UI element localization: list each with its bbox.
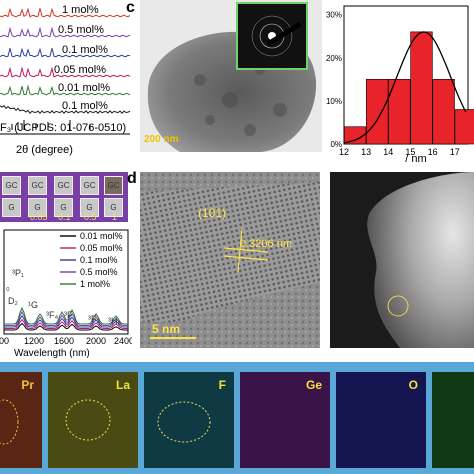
histogram-x-tick: 12 [339,147,349,157]
spectrum-peak-label: ³F [64,310,73,320]
histogram-y-tick: 0% [330,140,342,149]
spectrum-legend-label: 1 mol% [80,279,110,289]
histogram-y-tick: 10% [326,97,342,106]
spectrum-x-tick: 1600 [54,336,74,346]
xrd-label-2: 0.5 mol% [58,24,104,36]
photo-g-3: G [54,198,73,217]
tem-scale-label: 200 nm [144,134,179,145]
spectrum-x-tick: 2400 [114,336,132,346]
photo-gc-4: GC [80,176,99,195]
spectrum-peak-label: ¹G [28,300,38,310]
spectrum-line-3 [4,314,128,328]
hrtem-scale-label: 5 nm [152,322,181,336]
spectrum-x-tick: 2000 [86,336,106,346]
spectrum-peak-label: ³P₁ [12,268,24,278]
spectrum-legend-label: 0.1 mol% [80,255,118,265]
lattice-spacing-label: 0.3206 nm [240,238,292,250]
xrd-pattern-5 [0,84,131,96]
panel-c-letter: c [126,0,135,16]
photo-g-2: G [28,198,47,217]
gaussian-fit-curve [343,31,467,144]
absorption-spectrum: 0.01 mol% 0.05 mol% 0.1 mol% 0.5 mol% 1 mol%… [0,226,134,362]
photo-label-3: 0.5 [84,212,97,222]
eds-label-ge: Ge [305,378,322,392]
spectrum-x-tick: 1200 [24,336,44,346]
histogram-svg: 12 13 14 15 16 17 0% 10% 20% 30% / nm [326,5,474,165]
histogram-bar [410,31,433,145]
spectrum-x-label: Wavelength (nm) [14,348,90,359]
histogram-bar [432,79,455,145]
spectrum-legend-label: 0.01 mol% [80,231,123,241]
spectrum-frame [3,229,129,335]
lattice-plane-label: (101) [198,206,227,220]
eds-label-pr: Pr [21,378,34,392]
spectrum-peak-label: ₀ [6,282,10,292]
saed-inset [236,2,308,70]
histogram-x-tick: 13 [361,147,371,157]
xrd-label-6: 0.1 mol% [62,100,108,112]
xrd-label-4: 0.05 mol% [54,64,106,76]
photo-g-1: G [2,198,21,217]
photo-label-2: 0.1 [58,212,71,222]
spectrum-x-tick: 00 [0,336,9,346]
eds-map-o: O [336,372,426,468]
histogram-x-tick: 14 [383,147,393,157]
xrd-label-3: 0.1 mol% [62,44,108,56]
spectrum-peak-label: ³F₂ [88,314,100,324]
eds-label-la: La [115,378,130,392]
histogram-y-tick: 20% [326,54,342,63]
photo-g-4: G [80,198,99,217]
xrd-patterns [0,7,131,135]
xrd-label-5: 0.01 mol% [58,82,110,94]
spectrum-svg: 0.01 mol% 0.05 mol% 0.1 mol% 0.5 mol% 1 mol%… [0,229,134,346]
spectrum-peak-label: D₂ [8,296,18,306]
eds-map-f: F [144,372,234,468]
xrd-pattern-3 [0,47,131,58]
haadf-image [330,172,474,348]
histogram-bar [343,126,367,145]
photo-gc-3: GC [54,176,73,195]
xrd-pattern-1 [0,7,131,18]
spectrum-line-2 [4,318,128,329]
histogram-x-tick: 15 [405,147,415,157]
photo-gc-5: GC [104,176,123,195]
eds-map-extra [432,372,474,468]
photo-gc-1: GC [2,176,21,195]
xrd-jcpds-label: F₃ (JCPDS: 01-076-0510) [0,122,127,134]
spectrum-line-4 [4,310,128,327]
eds-map-pr: Pr [0,372,42,468]
photo-label-4: 1 [112,212,118,222]
spectrum-legend-label: 0.5 mol% [80,267,118,277]
histogram-bar [388,79,411,145]
xrd-pattern-6 [0,105,131,114]
eds-map-la: La [48,372,138,468]
histogram-x-label: / nm [405,153,426,164]
panel-d-letter: d [127,170,137,187]
spectrum-line-1 [4,322,128,331]
spectrum-peak-label: ³H₆ [108,316,121,326]
xrd-pattern-4 [0,66,131,78]
histogram-y-tick: 30% [326,11,342,20]
eds-map-ge: Ge [240,372,330,468]
photo-gc-2: GC [28,176,47,195]
photo-label-1: 0.05 [30,212,48,222]
sample-photos: GC GC GC GC GC G G G G G 0.05 0.1 0.5 1 [0,172,128,222]
hrtem-image: (101) 0.3206 nm 5 nm [140,172,320,348]
eds-label-f: F [218,378,226,392]
size-histogram: 12 13 14 15 16 17 0% 10% 20% 30% / nm [322,0,474,165]
tem-particle-image: 200 nm [140,0,322,152]
spectrum-line-5 [4,306,128,325]
photo-g-5: G [104,198,123,217]
xrd-pattern-2 [0,26,131,38]
histogram-x-tick: 17 [450,147,460,157]
xrd-label-1: 1 mol% [62,4,99,16]
histogram-x-tick: 16 [428,147,438,157]
histogram-bar [454,109,474,145]
spectrum-peak-label: ³F₄ [46,310,58,320]
spectrum-legend-label: 0.05 mol% [80,243,123,253]
eds-label-o: O [408,378,418,392]
xrd-x-axis-label: 2θ (degree) [16,144,73,156]
histogram-bar [366,79,389,145]
xrd-panel: 1 mol% 0.5 mol% 0.1 mol% 0.05 mol% 0.01 … [0,0,136,162]
